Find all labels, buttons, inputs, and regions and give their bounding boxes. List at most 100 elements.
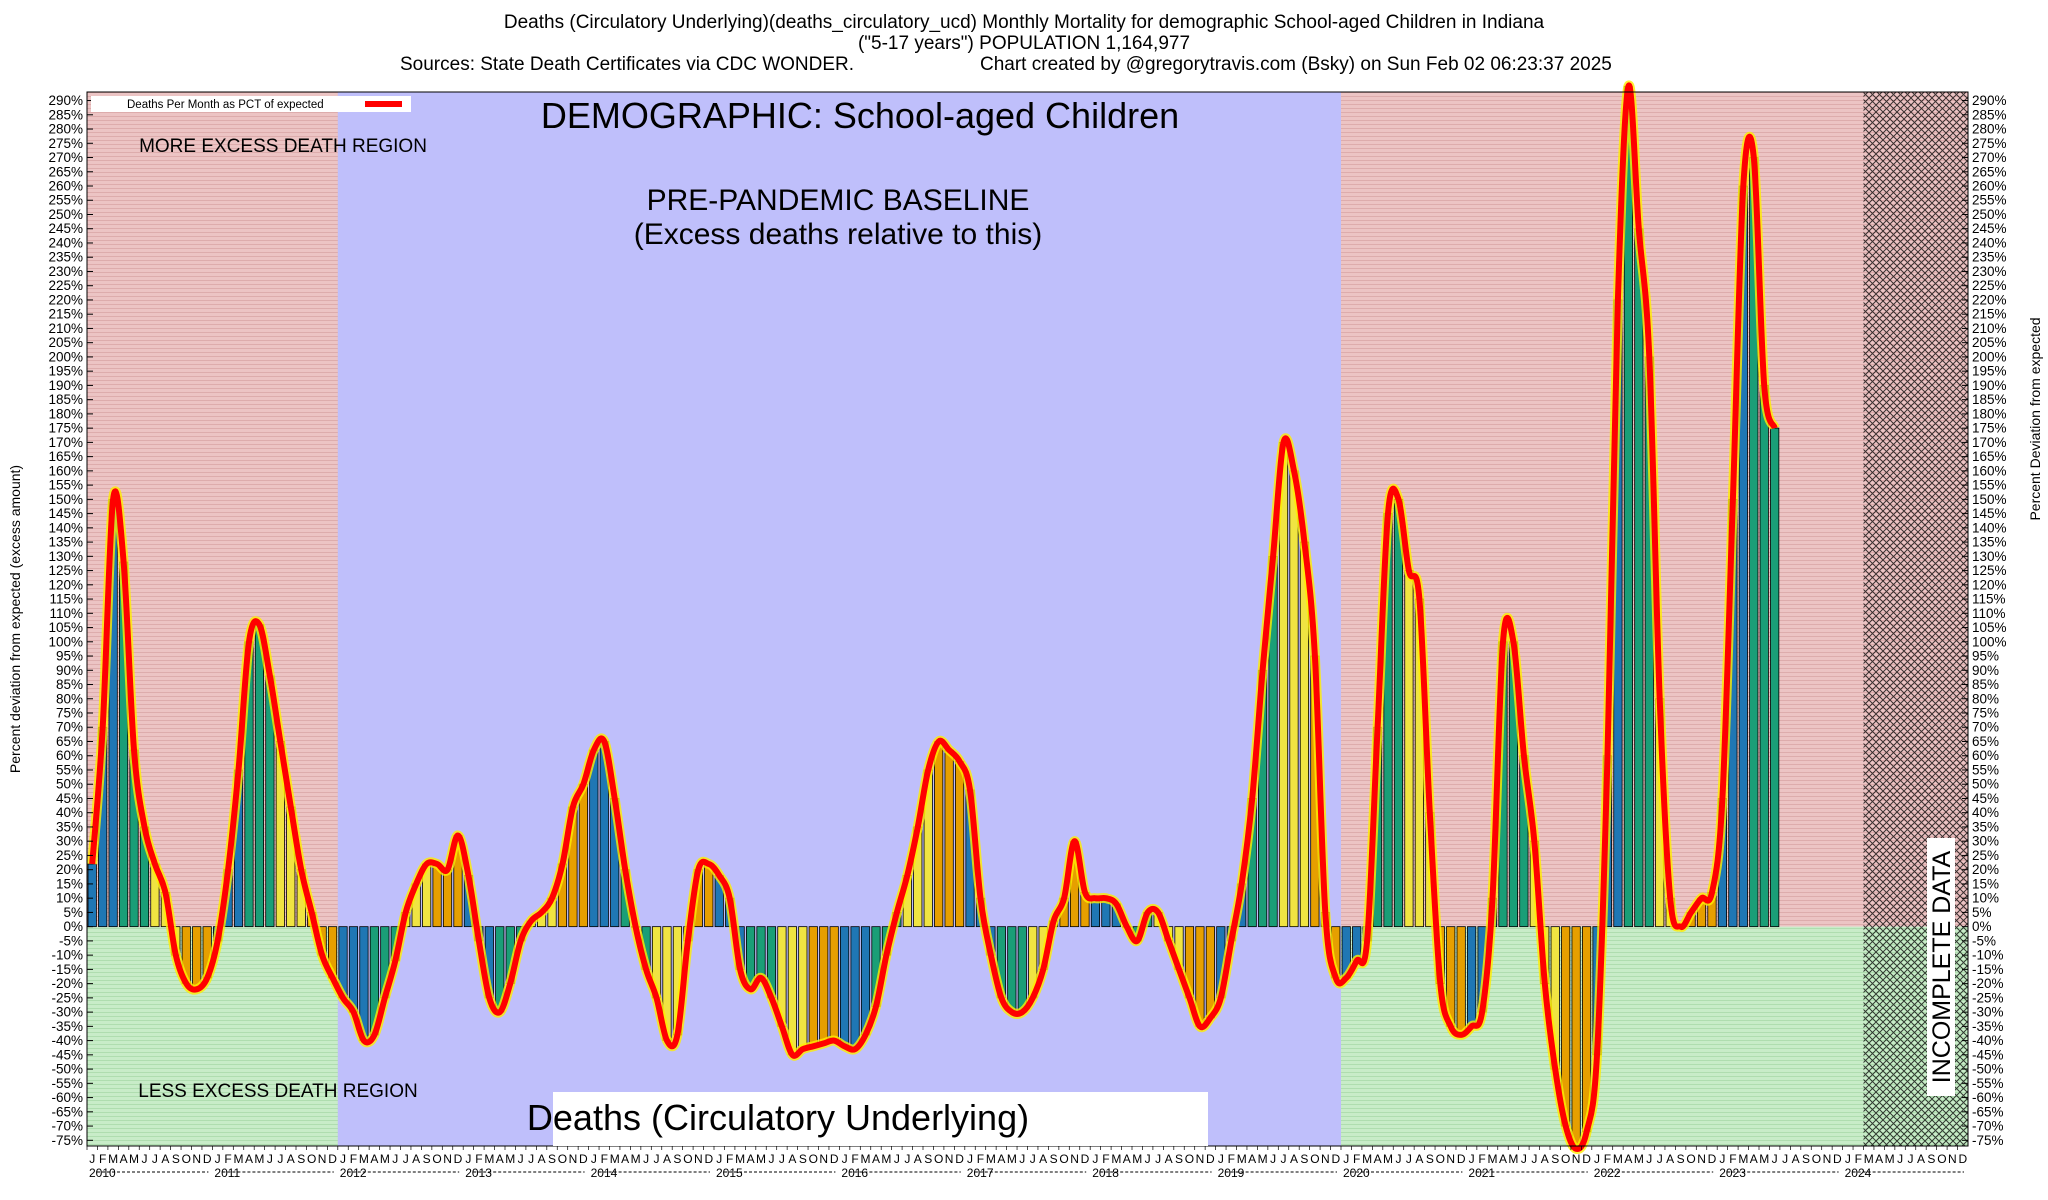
xtick-label-25: F xyxy=(350,1152,357,1166)
bar-71 xyxy=(829,926,839,1041)
xtick-label-141: O xyxy=(1561,1152,1570,1166)
ytick-label-left-130: 130% xyxy=(48,549,83,564)
xtick-label-108: J xyxy=(1218,1152,1224,1166)
ytick-label-left-5: 5% xyxy=(63,905,83,920)
ytick-label-right--60: -60% xyxy=(1972,1090,2004,1105)
bar-25 xyxy=(348,926,359,1013)
ytick-label-right-135: 135% xyxy=(1972,535,2007,550)
ytick-label-right-220: 220% xyxy=(1972,292,2007,307)
xtick-label-166: N xyxy=(1823,1152,1832,1166)
year-label-2016: 2016 xyxy=(841,1166,868,1180)
xtick-label-139: A xyxy=(1541,1152,1549,1166)
ytick-label-right-280: 280% xyxy=(1972,122,2007,137)
ytick-label-right-215: 215% xyxy=(1972,307,2007,322)
xtick-label-44: S xyxy=(548,1152,556,1166)
xtick-label-135: A xyxy=(1499,1152,1507,1166)
xtick-label-27: A xyxy=(370,1152,378,1166)
bar-83 xyxy=(954,761,965,928)
bar-81 xyxy=(934,741,944,928)
xtick-label-134: M xyxy=(1488,1152,1498,1166)
ytick-label-right-275: 275% xyxy=(1972,136,2007,151)
bar-47 xyxy=(578,783,588,928)
ytick-label-right-80: 80% xyxy=(1972,691,1999,706)
legend-box xyxy=(91,96,411,112)
xtick-label-94: N xyxy=(1070,1152,1079,1166)
ytick-label-left-145: 145% xyxy=(48,506,83,521)
xtick-label-10: N xyxy=(192,1152,201,1166)
ytick-label-left--25: -25% xyxy=(51,990,83,1005)
ytick-label-right-255: 255% xyxy=(1972,193,2007,208)
bar-59 xyxy=(704,863,714,928)
xtick-label-145: F xyxy=(1604,1152,1611,1166)
bar-0 xyxy=(87,863,97,928)
ytick-label-left-100: 100% xyxy=(48,634,83,649)
xtick-label-95: D xyxy=(1081,1152,1090,1166)
xtick-label-63: A xyxy=(747,1152,755,1166)
xtick-label-110: M xyxy=(1237,1152,1247,1166)
xtick-label-78: J xyxy=(904,1152,910,1166)
baseline-region-bg xyxy=(337,92,1341,1146)
xtick-label-22: N xyxy=(318,1152,327,1166)
ytick-label-right--15: -15% xyxy=(1972,962,2004,977)
ytick-label-left-260: 260% xyxy=(48,179,83,194)
metric-label-box xyxy=(553,1092,1208,1146)
xtick-label-54: J xyxy=(654,1152,660,1166)
xtick-label-112: M xyxy=(1258,1152,1268,1166)
ytick-label-left-90: 90% xyxy=(56,663,83,678)
xtick-label-39: A xyxy=(496,1152,504,1166)
xtick-label-153: O xyxy=(1686,1152,1695,1166)
ytick-label-right-210: 210% xyxy=(1972,321,2007,336)
ytick-label-right-90: 90% xyxy=(1972,663,1999,678)
bar-64 xyxy=(756,926,766,979)
ytick-label-left-240: 240% xyxy=(48,235,83,250)
ytick-label-left--65: -65% xyxy=(51,1104,83,1119)
xtick-label-71: D xyxy=(830,1152,839,1166)
ytick-label-right--55: -55% xyxy=(1972,1076,2004,1091)
ytick-label-right-50: 50% xyxy=(1972,777,1999,792)
ytick-label-left--5: -5% xyxy=(59,933,83,948)
legend-label: Deaths Per Month as PCT of expected xyxy=(127,99,324,111)
xtick-label-17: J xyxy=(267,1152,273,1166)
xtick-label-149: J xyxy=(1646,1152,1652,1166)
ytick-label-left-70: 70% xyxy=(56,720,83,735)
chart-header-line2: ("5-17 years") POPULATION 1,164,977 xyxy=(857,33,1191,54)
ytick-label-left-155: 155% xyxy=(48,478,83,493)
ytick-label-right-235: 235% xyxy=(1972,250,2007,265)
ytick-label-right--20: -20% xyxy=(1972,976,2004,991)
xtick-label-159: A xyxy=(1750,1152,1758,1166)
xtick-label-69: O xyxy=(809,1152,818,1166)
ytick-label-left--60: -60% xyxy=(51,1090,83,1105)
bar-132 xyxy=(1467,926,1477,1027)
ytick-label-right-100: 100% xyxy=(1972,634,2007,649)
ytick-label-right-245: 245% xyxy=(1972,221,2007,236)
xtick-label-129: O xyxy=(1436,1152,1445,1166)
ytick-label-right--75: -75% xyxy=(1972,1133,2004,1148)
ytick-label-left-170: 170% xyxy=(48,435,83,450)
ytick-label-left-75: 75% xyxy=(56,706,83,721)
xtick-label-74: M xyxy=(861,1152,871,1166)
ytick-label-left-95: 95% xyxy=(56,649,83,664)
ytick-label-right-0: 0% xyxy=(1972,919,1992,934)
xtick-label-178: N xyxy=(1948,1152,1957,1166)
xtick-label-65: J xyxy=(768,1152,774,1166)
xtick-label-111: A xyxy=(1248,1152,1256,1166)
xtick-label-156: J xyxy=(1719,1152,1725,1166)
year-label-2021: 2021 xyxy=(1468,1166,1495,1180)
ytick-label-left-55: 55% xyxy=(56,762,83,777)
xtick-label-67: A xyxy=(788,1152,796,1166)
xtick-label-75: A xyxy=(872,1152,880,1166)
ytick-label-left-225: 225% xyxy=(48,278,83,293)
xtick-label-5: J xyxy=(141,1152,147,1166)
xtick-label-172: M xyxy=(1885,1152,1895,1166)
ytick-label-left-150: 150% xyxy=(48,492,83,507)
bar-161 xyxy=(1770,427,1780,928)
xtick-label-175: A xyxy=(1917,1152,1925,1166)
xtick-label-60: J xyxy=(716,1152,722,1166)
ytick-label-left--15: -15% xyxy=(51,962,83,977)
ytick-label-right-170: 170% xyxy=(1972,435,2007,450)
incomplete-label-box xyxy=(1927,838,1955,1096)
xtick-label-64: M xyxy=(756,1152,766,1166)
year-label-2022: 2022 xyxy=(1594,1166,1621,1180)
xtick-label-174: J xyxy=(1908,1152,1914,1166)
